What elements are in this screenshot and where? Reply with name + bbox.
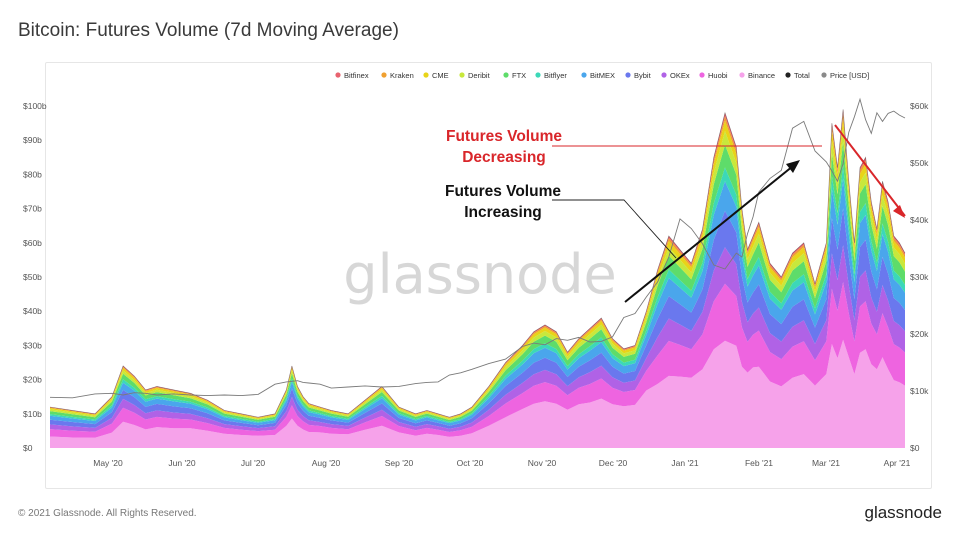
legend-label-bitfinex: Bitfinex: [344, 71, 369, 80]
legend-marker-price-usd-: [821, 72, 827, 78]
legend-label-bybit: Bybit: [634, 71, 652, 80]
x-tick: Sep '20: [385, 458, 414, 468]
x-tick: Jan '21: [671, 458, 698, 468]
x-tick: Mar '21: [812, 458, 840, 468]
annotation-red-arrow: [834, 124, 906, 217]
copyright-footer: © 2021 Glassnode. All Rights Reserved.: [18, 508, 197, 519]
x-tick: Feb '21: [745, 458, 773, 468]
annotation-red-arrowhead: [893, 205, 905, 218]
annotation-black-arrowhead: [786, 160, 800, 173]
legend-marker-deribit: [459, 72, 465, 78]
y-right-tick: $20k: [910, 329, 929, 339]
chart-title: Bitcoin: Futures Volume (7d Moving Avera…: [18, 20, 399, 41]
x-tick: Apr '21: [884, 458, 911, 468]
legend-marker-huobi: [699, 72, 705, 78]
annotation-black-leader: [552, 199, 677, 259]
y-right-tick: $10k: [910, 386, 929, 396]
legend-marker-bybit: [625, 72, 631, 78]
legend-marker-kraken: [381, 72, 387, 78]
x-tick: Jun '20: [168, 458, 195, 468]
x-tick: Aug '20: [312, 458, 341, 468]
x-tick: Dec '20: [599, 458, 628, 468]
price-line: [49, 97, 906, 399]
legend-marker-total: [785, 72, 791, 78]
annotations: Futures Volume Decreasing Futures Volume In…: [445, 124, 906, 303]
legend-label-bitmex: BitMEX: [590, 71, 615, 80]
legend-label-ftx: FTX: [512, 71, 526, 80]
legend-label-total: Total: [794, 71, 810, 80]
area-huobi: [50, 282, 905, 438]
legend-marker-bitflyer: [535, 72, 541, 78]
y-right-tick: $30k: [910, 272, 929, 282]
annotation-increasing-line1: Futures Volume: [445, 183, 561, 200]
brand-logo: glassnode: [864, 503, 942, 522]
x-tick: May '20: [93, 458, 123, 468]
legend-label-cme: CME: [432, 71, 449, 80]
legend: Bitfinex Kraken CME Deribit FTX Bitflyer BitME…: [335, 71, 869, 80]
legend-label-binance: Binance: [748, 71, 775, 80]
y-right-tick: $50k: [910, 158, 929, 168]
legend-marker-binance: [739, 72, 745, 78]
stacked-areas: [49, 97, 906, 448]
legend-marker-bitfinex: [335, 72, 341, 78]
y-left-tick: $0: [23, 443, 33, 453]
annotation-increasing-line2: Increasing: [464, 204, 542, 221]
legend-label-kraken: Kraken: [390, 71, 414, 80]
annotation-decreasing-line2: Decreasing: [462, 149, 546, 166]
x-tick: Jul '20: [241, 458, 266, 468]
annotation-black-arrow: [624, 165, 794, 303]
area-okex: [50, 245, 905, 432]
y-left-tick: $20b: [23, 375, 42, 385]
y-left-tick: $80b: [23, 169, 42, 179]
legend-label-huobi: Huobi: [708, 71, 728, 80]
x-tick: Nov '20: [528, 458, 557, 468]
legend-label-deribit: Deribit: [468, 71, 491, 80]
y-left-tick: $30b: [23, 340, 42, 350]
legend-marker-okex: [661, 72, 667, 78]
y-right-tick: $60k: [910, 101, 929, 111]
legend-label-okex: OKEx: [670, 71, 690, 80]
legend-label-bitflyer: Bitflyer: [544, 71, 567, 80]
area-binance: [50, 339, 905, 448]
legend-marker-ftx: [503, 72, 509, 78]
legend-label-price-usd-: Price [USD]: [830, 71, 869, 80]
legend-marker-bitmex: [581, 72, 587, 78]
y-left-tick: $70b: [23, 204, 42, 214]
watermark: glassnode: [343, 243, 616, 306]
y-right-tick: $0: [910, 443, 920, 453]
y-left-tick: $100b: [23, 101, 47, 111]
y-left-tick: $10b: [23, 409, 42, 419]
y-left-tick: $50b: [23, 272, 42, 282]
y-right-tick: $40k: [910, 215, 929, 225]
x-tick: Oct '20: [457, 458, 484, 468]
y-left-tick: $90b: [23, 135, 42, 145]
y-left-tick: $60b: [23, 238, 42, 248]
axes: $0 $10b $20b $30b $40b $50b $60b $70b $80b $90b $1…: [23, 101, 929, 468]
y-left-tick: $40b: [23, 306, 42, 316]
annotation-decreasing-line1: Futures Volume: [446, 128, 562, 145]
total-line: [49, 109, 906, 418]
legend-marker-cme: [423, 72, 429, 78]
